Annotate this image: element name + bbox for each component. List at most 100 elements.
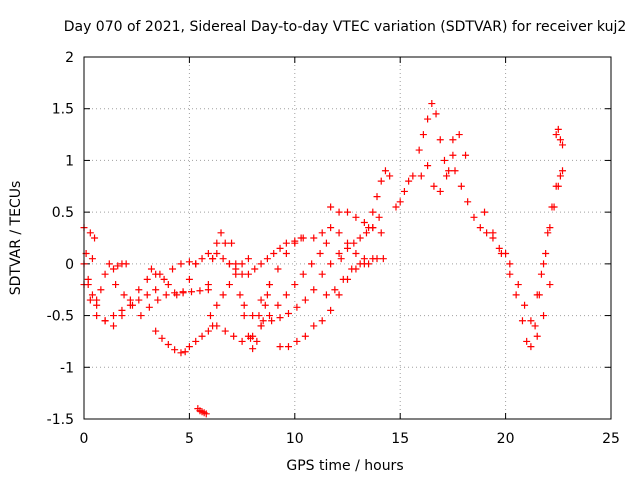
y-tick-label: -1 bbox=[60, 360, 74, 376]
data-point bbox=[240, 312, 248, 320]
data-point bbox=[377, 177, 385, 185]
x-tick-label: 25 bbox=[602, 431, 620, 447]
data-point bbox=[240, 301, 248, 309]
data-point bbox=[344, 208, 351, 216]
data-point bbox=[417, 172, 425, 180]
data-point bbox=[164, 281, 172, 289]
data-point bbox=[185, 343, 193, 351]
data-point bbox=[135, 286, 143, 294]
data-point bbox=[257, 260, 265, 268]
data-point bbox=[268, 317, 276, 325]
y-tick-label: -0.5 bbox=[47, 309, 74, 325]
data-point bbox=[419, 131, 427, 139]
grid-lines bbox=[84, 57, 611, 419]
data-point bbox=[554, 182, 562, 190]
data-point bbox=[318, 270, 326, 278]
data-point bbox=[219, 255, 227, 263]
x-axis-label: GPS time / hours bbox=[286, 458, 403, 474]
data-point bbox=[185, 275, 193, 283]
data-point bbox=[101, 317, 109, 325]
data-point bbox=[455, 131, 463, 139]
data-point bbox=[152, 327, 160, 335]
data-point bbox=[352, 213, 360, 221]
x-tick-label: 10 bbox=[286, 431, 304, 447]
data-point bbox=[373, 255, 381, 263]
data-point bbox=[244, 255, 252, 263]
data-point bbox=[114, 262, 122, 270]
data-point bbox=[276, 343, 284, 351]
data-point bbox=[430, 182, 438, 190]
data-point bbox=[179, 289, 187, 297]
data-point bbox=[86, 296, 94, 304]
data-point bbox=[238, 337, 246, 345]
data-point bbox=[432, 110, 440, 118]
y-tick-label: 0.5 bbox=[52, 205, 74, 221]
data-point bbox=[449, 151, 457, 159]
data-point bbox=[337, 255, 345, 263]
data-point bbox=[293, 337, 301, 345]
data-point bbox=[344, 244, 351, 252]
chart-title: Day 070 of 2021, Sidereal Day-to-day VTE… bbox=[64, 19, 627, 35]
x-tick-label: 15 bbox=[391, 431, 409, 447]
data-point bbox=[462, 151, 470, 159]
data-point bbox=[282, 239, 290, 247]
data-point bbox=[497, 250, 505, 258]
data-point bbox=[559, 141, 567, 149]
data-point bbox=[244, 270, 252, 278]
data-point bbox=[481, 208, 489, 216]
data-point bbox=[217, 229, 225, 237]
data-point bbox=[164, 341, 172, 349]
data-point bbox=[348, 265, 356, 273]
data-point bbox=[352, 250, 360, 258]
data-point bbox=[327, 224, 335, 232]
data-point bbox=[185, 258, 193, 266]
x-tick-label: 0 bbox=[80, 431, 89, 447]
axis-ticks: 0 5 10 15 20 25 -1.5 -1 -0.5 0 0.5 1 1.5 2 bbox=[47, 50, 620, 447]
data-point bbox=[301, 296, 309, 304]
data-point bbox=[274, 301, 282, 309]
data-point bbox=[204, 281, 212, 289]
data-point bbox=[392, 203, 400, 211]
data-point bbox=[198, 332, 206, 340]
data-point bbox=[335, 250, 343, 258]
data-point bbox=[209, 255, 217, 263]
data-point bbox=[257, 322, 265, 330]
data-point bbox=[443, 172, 451, 180]
data-point bbox=[540, 260, 548, 268]
data-point bbox=[360, 218, 368, 226]
data-points bbox=[80, 100, 567, 418]
data-point bbox=[202, 410, 210, 418]
data-point bbox=[327, 203, 335, 211]
data-point bbox=[232, 260, 240, 268]
data-point bbox=[521, 301, 529, 309]
data-point bbox=[152, 286, 160, 294]
data-point bbox=[533, 332, 541, 340]
data-point bbox=[470, 213, 478, 221]
data-point bbox=[249, 345, 257, 353]
data-point bbox=[192, 260, 200, 268]
data-point bbox=[440, 156, 448, 164]
data-point bbox=[173, 291, 181, 299]
data-point bbox=[495, 244, 503, 252]
data-point bbox=[381, 167, 389, 175]
data-point bbox=[225, 260, 233, 268]
data-point bbox=[171, 346, 179, 354]
data-point bbox=[213, 322, 221, 330]
data-point bbox=[457, 182, 465, 190]
data-point bbox=[263, 255, 271, 263]
data-point bbox=[177, 349, 185, 357]
data-point bbox=[204, 327, 212, 335]
data-point bbox=[213, 239, 221, 247]
data-point bbox=[110, 322, 118, 330]
data-point bbox=[451, 167, 459, 175]
data-point bbox=[147, 265, 155, 273]
data-point bbox=[339, 275, 347, 283]
data-point bbox=[257, 296, 265, 304]
data-point bbox=[282, 291, 290, 299]
data-point bbox=[415, 146, 423, 154]
data-point bbox=[266, 281, 274, 289]
data-point bbox=[301, 332, 309, 340]
plot-frame bbox=[83, 56, 612, 420]
data-point bbox=[261, 301, 269, 309]
data-point bbox=[377, 229, 385, 237]
